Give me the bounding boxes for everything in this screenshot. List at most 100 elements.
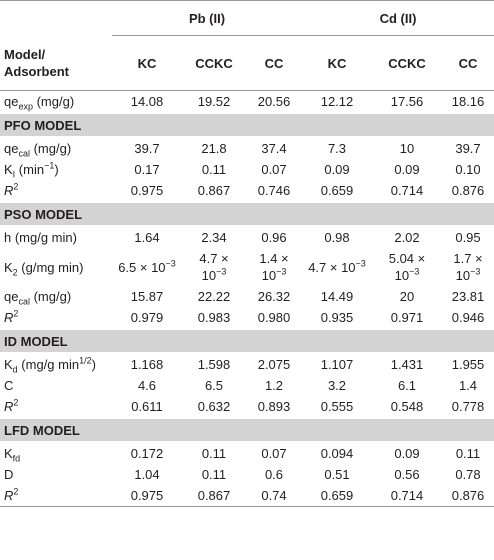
cell: 21.8	[182, 137, 246, 159]
text: 1.4 × 10	[259, 251, 289, 283]
text: 0.78	[455, 467, 481, 482]
text: K	[4, 446, 13, 461]
cell: 1.4	[442, 375, 494, 396]
text: 23.81	[451, 289, 485, 304]
text: 0.172	[130, 446, 164, 461]
text: qe	[4, 94, 19, 109]
text: 0.07	[261, 446, 287, 461]
text: 0.07	[261, 162, 287, 177]
cell: 0.867	[182, 485, 246, 507]
text: 0.980	[257, 310, 291, 325]
text: 0.548	[390, 399, 424, 414]
subscript: cal	[18, 148, 30, 159]
subscript: I	[12, 169, 16, 180]
text: 37.4	[261, 141, 287, 156]
cell: 3.2	[302, 375, 372, 396]
row-label: R2	[0, 396, 112, 418]
text: 2.02	[394, 230, 420, 245]
cell: 0.714	[372, 485, 442, 507]
group-header: Cd (II)	[302, 0, 494, 36]
cell: 0.96	[246, 226, 302, 248]
data-row: Kfd 0.172 0.11 0.07 0.094 0.09 0.11	[0, 442, 494, 464]
cell: 0.6	[246, 464, 302, 485]
data-row: h (mg/g min) 1.64 2.34 0.96 0.98 2.02 0.95	[0, 226, 494, 248]
supscript: −3	[409, 266, 420, 277]
cell: 0.975	[112, 180, 182, 202]
data-row: R2 0.611 0.632 0.893 0.555 0.548 0.778	[0, 396, 494, 418]
cell: 1.4 × 10−3	[246, 248, 302, 286]
text: 1.64	[134, 230, 160, 245]
text: 22.22	[197, 289, 231, 304]
text: 0.867	[197, 183, 231, 198]
row-label: qeexp (mg/g)	[0, 91, 112, 114]
cell: 0.11	[182, 442, 246, 464]
subscript: d	[12, 364, 18, 375]
text: 1.598	[197, 357, 231, 372]
cell: 1.2	[246, 375, 302, 396]
cell: 15.87	[112, 286, 182, 307]
cell: 0.11	[442, 442, 494, 464]
text: 18.16	[451, 94, 485, 109]
text: (g/mg min)	[17, 259, 84, 275]
cell: 2.34	[182, 226, 246, 248]
cell: 4.6	[112, 375, 182, 396]
row-label: R2	[0, 307, 112, 329]
cell: 0.971	[372, 307, 442, 329]
corner-header: Model/ Adsorbent	[0, 35, 112, 91]
text: 0.746	[257, 183, 291, 198]
text: 39.7	[134, 141, 160, 156]
text: 4.7 × 10	[308, 259, 356, 275]
row-label: h (mg/g min)	[0, 226, 112, 248]
cell: 0.659	[302, 180, 372, 202]
cell: 0.611	[112, 396, 182, 418]
cell: 1.04	[112, 464, 182, 485]
column-header: CC	[246, 35, 302, 91]
row-label: R2	[0, 180, 112, 202]
supscript: −1	[44, 160, 55, 171]
cell: 1.168	[112, 353, 182, 375]
supscript: −3	[165, 258, 176, 269]
italic-text: R	[4, 488, 14, 503]
kinetics-table: Pb (II) Cd (II) Model/ Adsorbent KC CCKC C…	[0, 0, 494, 507]
supscript: −3	[276, 266, 287, 277]
cell: 0.876	[442, 485, 494, 507]
table-body: qeexp (mg/g) 14.08 19.52 20.56 12.12 17.56 18.…	[0, 91, 494, 507]
cell: 0.78	[442, 464, 494, 485]
column-header: CC	[442, 35, 494, 91]
supscript: 2	[13, 397, 19, 408]
column-header: CCKC	[182, 35, 246, 91]
text: 1.955	[451, 357, 485, 372]
text: 0.95	[455, 230, 481, 245]
row-label: K2 (g/mg min)	[0, 248, 112, 286]
text: 3.2	[327, 378, 347, 393]
text: )	[91, 357, 96, 372]
text: 0.714	[390, 488, 424, 503]
text: 17.56	[390, 94, 424, 109]
text: 0.971	[390, 310, 424, 325]
data-row: Kd (mg/g min1/2) 1.168 1.598 2.075 1.107 1.43…	[0, 353, 494, 375]
text: qe	[4, 141, 19, 156]
cell: 18.16	[442, 91, 494, 114]
cell: 1.107	[302, 353, 372, 375]
text: 4.6	[137, 378, 157, 393]
text: 0.979	[130, 310, 164, 325]
text: )	[54, 162, 59, 177]
text: 0.632	[197, 399, 231, 414]
cell: 1.955	[442, 353, 494, 375]
cell: 6.1	[372, 375, 442, 396]
supscript: 2	[13, 181, 19, 192]
text: 10	[399, 141, 415, 156]
text: 0.876	[451, 183, 485, 198]
text: 5.04 × 10	[388, 251, 426, 283]
cell: 0.980	[246, 307, 302, 329]
text: 0.876	[451, 488, 485, 503]
cell: 10	[372, 137, 442, 159]
text: 0.893	[257, 399, 291, 414]
cell: 0.659	[302, 485, 372, 507]
text: 0.98	[324, 230, 350, 245]
column-header: CCKC	[372, 35, 442, 91]
text: 0.094	[320, 446, 354, 461]
column-header: KC	[302, 35, 372, 91]
text: (mg/g)	[29, 141, 72, 156]
cell: 0.935	[302, 307, 372, 329]
